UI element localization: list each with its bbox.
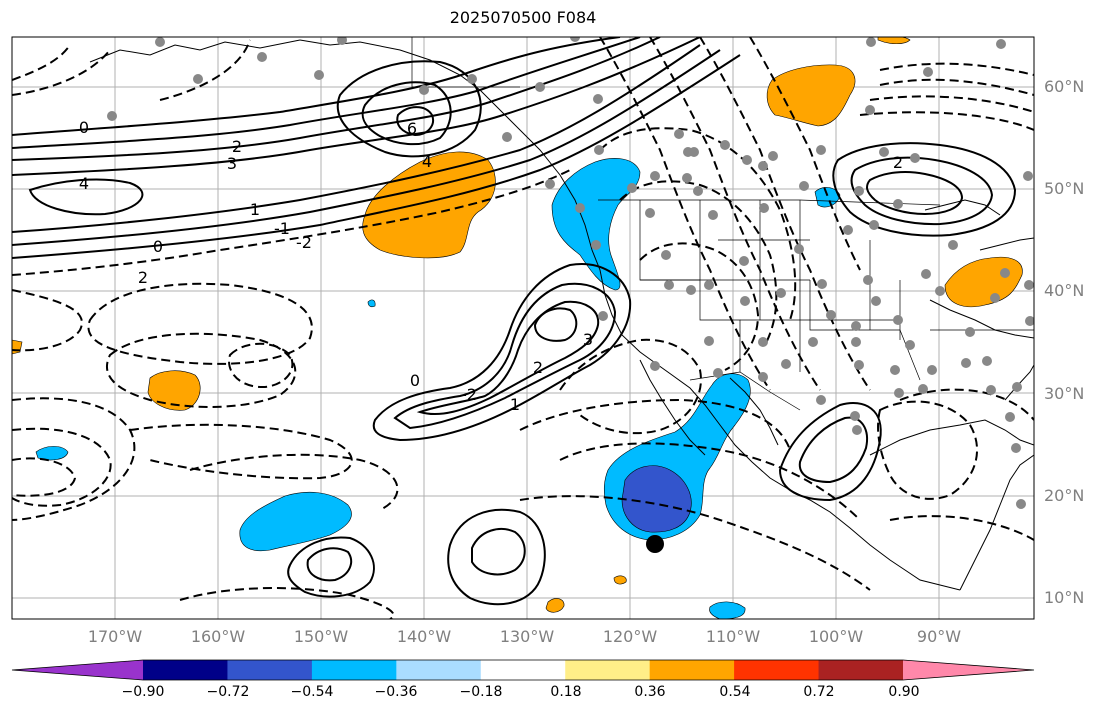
contour-label: 3 [583, 330, 593, 349]
longitude-label: 140°W [396, 627, 452, 646]
colorbar-tick-label: 0.54 [719, 684, 751, 700]
station-markers [107, 37, 1034, 509]
longitude-label: 150°W [293, 627, 349, 646]
map-title: 2025070500 F084 [449, 8, 597, 27]
colorbar [11, 659, 1035, 681]
longitude-label: 170°W [87, 627, 143, 646]
storm-marker [646, 535, 664, 553]
contour-label: 2 [893, 153, 903, 172]
colorbar-tick-label: −0.54 [290, 684, 334, 700]
colorbar-tick-label: 0.18 [550, 684, 582, 700]
dashed-contours [12, 37, 1034, 619]
coastlines [89, 39, 1034, 591]
contour-label: -2 [461, 385, 477, 404]
colorbar-cell [143, 660, 228, 680]
longitude-label: 90°W [916, 627, 962, 646]
longitude-label: 120°W [602, 627, 658, 646]
colorbar-cell [311, 660, 397, 680]
contour-label: 4 [422, 152, 432, 171]
colorbar-outline [11, 659, 1035, 681]
colorbar-tick-label: −0.18 [459, 684, 503, 700]
latitude-label: 60°N [1044, 77, 1085, 96]
colorbar-tick-label: 0.36 [634, 684, 666, 700]
longitude-label: 100°W [808, 627, 864, 646]
latitude-label: 10°N [1044, 588, 1085, 607]
colorbar-cell [734, 660, 820, 680]
colorbar-cell [565, 660, 651, 680]
colorbar-tick-label: −0.36 [374, 684, 418, 700]
colorbar-tick-label: −0.90 [121, 684, 165, 700]
colorbar-cell [818, 660, 904, 680]
contour-label: 6 [407, 119, 417, 138]
contour-label: -1 [274, 219, 290, 238]
contour-label: 4 [79, 174, 89, 193]
latitude-label: 50°N [1044, 179, 1085, 198]
colorbar-cell [649, 660, 735, 680]
colorbar-extend-high [903, 660, 1034, 680]
latitude-label: 40°N [1044, 281, 1085, 300]
colorbar-tick-label: 0.90 [888, 684, 920, 700]
contour-label: 2 [138, 268, 148, 287]
contour-label: 2 [533, 358, 543, 377]
contour-label: 1 [510, 395, 520, 414]
colorbar-tick-label: −0.72 [206, 684, 250, 700]
colorbar-extend-low [12, 660, 143, 680]
contour-label: 0 [410, 371, 420, 390]
state-borders [411, 37, 1034, 411]
map-frame [11, 36, 1035, 620]
colorbar-tick-label: 0.72 [803, 684, 835, 700]
colorbar-cell [396, 660, 482, 680]
contour-label: 1 [250, 200, 260, 219]
contour-label: 2 [232, 137, 242, 156]
colorbar-cell [480, 660, 566, 680]
longitude-label: 160°W [190, 627, 246, 646]
map-plot: 0 2 4 6 3 -2 -1 1 0 2 -2 1 3 0 2 2 4 [11, 36, 1035, 620]
map-background [12, 37, 1034, 619]
contour-label: 0 [153, 237, 163, 256]
longitude-label: 130°W [499, 627, 555, 646]
contour-labels: 0 2 4 6 3 -2 -1 1 0 2 -2 1 3 0 2 2 4 [79, 118, 903, 414]
contour-label: -2 [296, 233, 312, 252]
contour-label: 3 [227, 154, 237, 173]
solid-contours [12, 37, 1017, 606]
longitude-label: 110°W [705, 627, 761, 646]
colorbar-cell [227, 660, 313, 680]
latitude-label: 30°N [1044, 384, 1085, 403]
latitude-label: 20°N [1044, 486, 1085, 505]
contour-label: 0 [79, 118, 89, 137]
